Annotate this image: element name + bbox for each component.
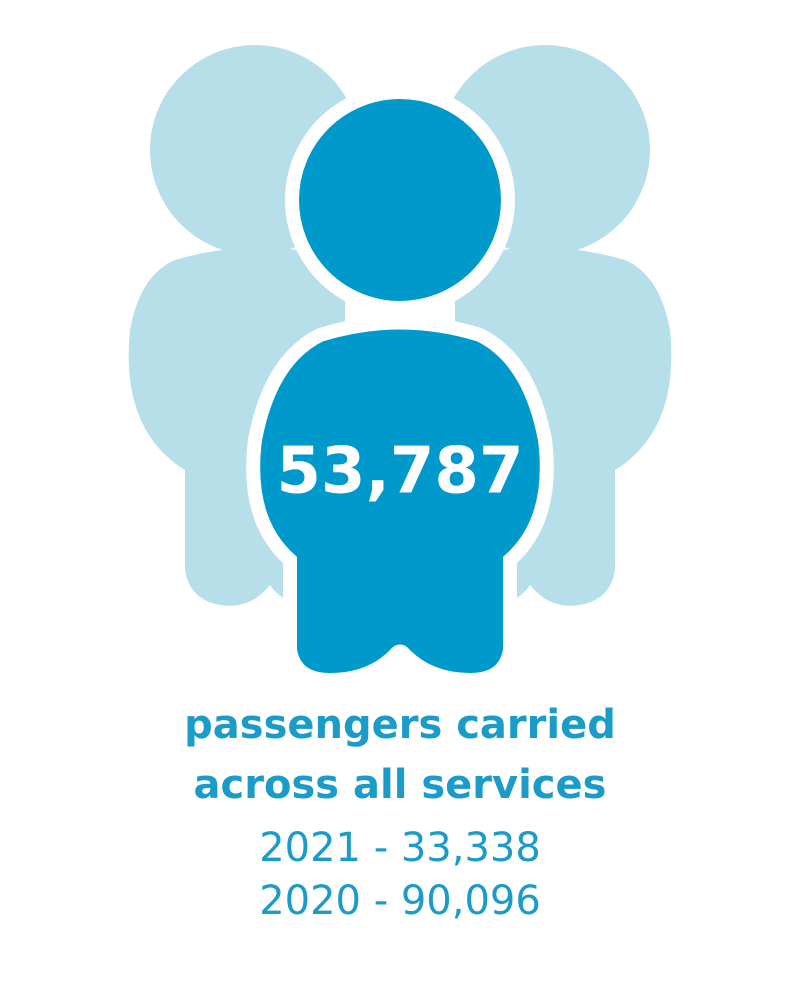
headline-value: 53,787 — [277, 435, 524, 509]
caption-line: across all services — [194, 762, 607, 808]
comparison: 2020 - 90,096 — [259, 878, 541, 924]
front-figure — [246, 85, 554, 688]
comparison: 2021 - 33,338 — [259, 825, 541, 871]
caption-line: passengers carried — [184, 702, 616, 748]
